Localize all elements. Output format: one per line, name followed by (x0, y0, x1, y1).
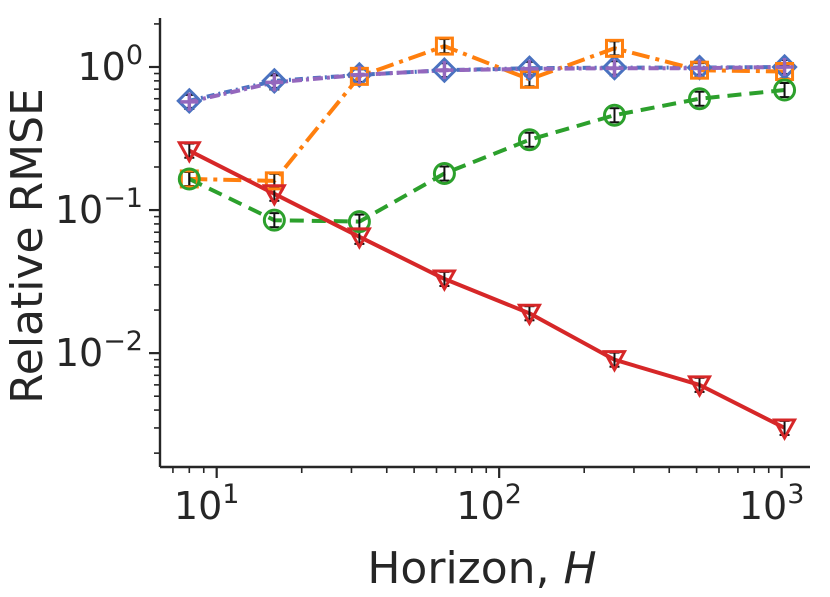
data-point-orange-square (264, 171, 284, 191)
data-point-green-circle (177, 167, 201, 191)
data-point-purple-plus (435, 61, 454, 80)
ticks (149, 23, 783, 478)
x-tick-label: 103 (739, 479, 805, 528)
y-tick-label: 100 (77, 40, 143, 89)
markers (176, 36, 798, 442)
y-axis-label: Relative RMSE (2, 88, 53, 404)
data-point-blue-diamond (261, 67, 288, 94)
y-tick-label: 10−1 (55, 183, 143, 232)
data-point-red-triangle (176, 141, 202, 164)
data-point-purple-plus (775, 57, 794, 76)
data-point-green-circle (432, 162, 456, 186)
x-tick-label: 102 (456, 479, 522, 528)
data-point-purple-plus (350, 65, 369, 84)
data-point-green-circle (602, 103, 626, 127)
data-point-red-triangle (772, 418, 798, 442)
data-point-purple-plus (605, 59, 624, 78)
data-point-blue-diamond (516, 55, 543, 82)
y-tick-label: 10−2 (55, 326, 143, 375)
data-point-red-triangle (686, 375, 713, 398)
data-point-orange-square (434, 36, 454, 56)
series-line-purple-plus (188, 65, 785, 104)
data-point-green-circle (773, 78, 797, 102)
data-point-purple-plus (520, 59, 539, 78)
x-tick-label: 101 (174, 479, 240, 528)
data-point-red-triangle (431, 269, 457, 293)
data-point-orange-square (179, 169, 199, 189)
data-point-purple-plus (180, 92, 199, 111)
series-line-orange-square (189, 44, 785, 183)
data-point-orange-square (604, 38, 624, 58)
data-point-red-triangle (261, 184, 287, 207)
data-point-red-triangle (516, 303, 542, 327)
data-point-green-circle (517, 128, 541, 152)
data-point-purple-plus (690, 59, 709, 78)
data-point-blue-diamond (601, 54, 628, 81)
series-line-red-triangle (188, 148, 786, 430)
data-point-blue-diamond (431, 57, 458, 84)
data-point-red-triangle (601, 350, 628, 373)
data-point-green-circle (347, 210, 371, 234)
tick-labels: 101 102 103 100 10−1 10−2 (55, 40, 805, 528)
data-point-blue-diamond (176, 87, 203, 114)
series-lines (188, 44, 786, 430)
x-axis-label: Horizon, H (367, 543, 596, 594)
data-point-purple-plus (265, 73, 284, 92)
data-point-red-triangle (346, 227, 372, 250)
data-point-green-circle (262, 208, 286, 232)
series-line-green-circle (188, 88, 785, 224)
data-point-green-circle (688, 87, 712, 111)
